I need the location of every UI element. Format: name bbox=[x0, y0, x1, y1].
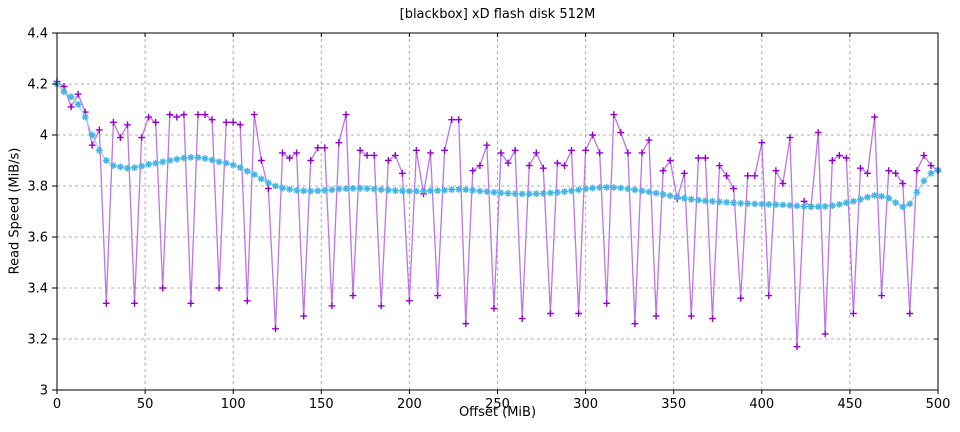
plot-border bbox=[56, 32, 939, 391]
tick-labels: 0 50 100 150 200 250 300 350 400 450 500 3 3.2 3.4 3.6… bbox=[27, 27, 950, 413]
x-tick-label: 0 bbox=[53, 397, 61, 412]
x-tick-label: 450 bbox=[837, 397, 862, 412]
x-tick-label: 350 bbox=[661, 397, 686, 412]
y-tick-label: 3 bbox=[40, 384, 48, 399]
x-tick-label: 250 bbox=[485, 397, 510, 412]
gridlines bbox=[57, 33, 938, 390]
chart-title: [blackbox] xD flash disk 512M bbox=[399, 7, 596, 22]
y-tick-label: 3.8 bbox=[27, 180, 48, 195]
y-axis-label-text: Read Speed (MiB/s) bbox=[7, 147, 23, 275]
x-tick-label: 300 bbox=[573, 397, 598, 412]
y-tick-label: 3.4 bbox=[27, 282, 48, 297]
x-tick-label: 400 bbox=[749, 397, 774, 412]
x-tick-label: 150 bbox=[309, 397, 334, 412]
x-tick-label: 50 bbox=[137, 397, 154, 412]
series-read-speed-raw bbox=[53, 78, 942, 351]
x-tick-label: 200 bbox=[397, 397, 422, 412]
x-tick-label: 100 bbox=[221, 397, 246, 412]
y-tick-label: 4 bbox=[40, 129, 48, 144]
y-tick-label: 3.6 bbox=[27, 231, 48, 246]
axes bbox=[52, 32, 939, 394]
y-tick-label: 3.2 bbox=[27, 333, 48, 348]
x-axis-label: Offset (MiB) bbox=[458, 405, 537, 420]
series-line bbox=[56, 83, 939, 208]
x-tick-label: 500 bbox=[926, 397, 951, 412]
y-tick-label: 4.4 bbox=[27, 27, 48, 42]
y-tick-label: 4.2 bbox=[27, 78, 48, 93]
